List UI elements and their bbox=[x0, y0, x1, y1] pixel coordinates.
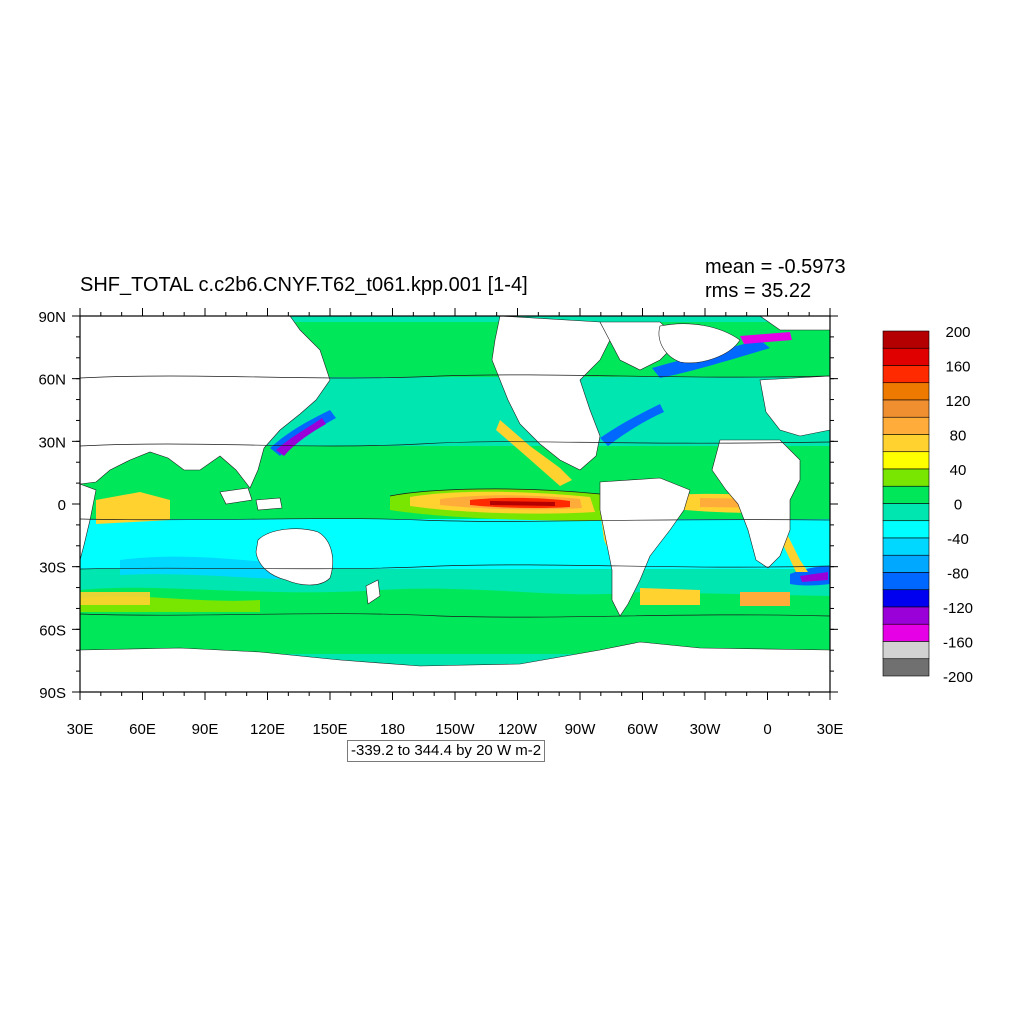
lat-label: 30N bbox=[38, 434, 66, 451]
colorbar-label: -80 bbox=[947, 566, 969, 583]
colorbar-swatch bbox=[882, 537, 930, 556]
colorbar-swatch bbox=[882, 382, 930, 401]
colorbar-swatch bbox=[882, 623, 930, 642]
colorbar-swatch bbox=[882, 554, 930, 573]
colorbar-label: 40 bbox=[950, 462, 967, 479]
lat-label: 90S bbox=[39, 685, 66, 702]
colorbar-swatch bbox=[882, 641, 930, 660]
colorbar-label: 80 bbox=[950, 428, 967, 445]
colorbar-swatch bbox=[882, 434, 930, 453]
colorbar-label: -160 bbox=[943, 635, 973, 652]
colorbar-label: 160 bbox=[945, 359, 970, 376]
colorbar-swatch bbox=[882, 520, 930, 539]
colorbar-swatch bbox=[882, 468, 930, 487]
plot-title: SHF_TOTAL c.c2b6.CNYF.T62_t061.kpp.001 [… bbox=[80, 274, 528, 296]
latitude-labels: 90N 60N 30N 0 30S 60S 90S bbox=[38, 309, 66, 702]
colorbar-swatch bbox=[882, 589, 930, 608]
colorbar-swatch bbox=[882, 451, 930, 470]
lon-label: 180 bbox=[380, 721, 405, 738]
lon-label: 0 bbox=[763, 721, 771, 738]
colorbar-swatch bbox=[882, 330, 930, 349]
colorbar-label: 200 bbox=[945, 324, 970, 341]
colorbar-label: -200 bbox=[943, 669, 973, 686]
lon-label: 120W bbox=[498, 721, 538, 738]
lat-label: 0 bbox=[58, 497, 66, 514]
colorbar-swatch bbox=[882, 658, 930, 677]
lon-label: 150E bbox=[312, 721, 347, 738]
lon-label: 120E bbox=[250, 721, 285, 738]
colorbar-swatch bbox=[882, 347, 930, 366]
lon-label: 60E bbox=[129, 721, 156, 738]
lat-label: 30S bbox=[39, 560, 66, 577]
colorbar-label: -40 bbox=[947, 531, 969, 548]
colorbar-swatch bbox=[882, 485, 930, 504]
heat-flux-field bbox=[80, 316, 830, 692]
mean-value: mean = -0.5973 bbox=[705, 256, 846, 278]
lat-label: 60N bbox=[38, 372, 66, 389]
lon-label: 150W bbox=[435, 721, 475, 738]
lat-label: 60S bbox=[39, 622, 66, 639]
colorbar-swatch bbox=[882, 606, 930, 625]
axis-ticks bbox=[72, 308, 838, 700]
colorbar-label: 0 bbox=[954, 497, 962, 514]
contour-range-label: -339.2 to 344.4 by 20 W m-2 bbox=[347, 740, 546, 762]
colorbar-swatch bbox=[882, 416, 930, 435]
colorbar-swatch bbox=[882, 503, 930, 522]
lon-label: 30W bbox=[690, 721, 722, 738]
lon-label: 30E bbox=[817, 721, 844, 738]
lat-label: 90N bbox=[38, 309, 66, 326]
lon-label: 30E bbox=[67, 721, 94, 738]
lon-label: 90E bbox=[192, 721, 219, 738]
colorbar-label: -120 bbox=[943, 600, 973, 617]
colorbar-swatch bbox=[882, 399, 930, 418]
colorbar-swatch bbox=[882, 572, 930, 591]
colorbar: 200 160 120 80 40 0 -40 -80 -120 -160 -200 bbox=[882, 324, 973, 686]
rms-value: rms = 35.22 bbox=[705, 280, 812, 302]
colorbar-swatch bbox=[882, 365, 930, 384]
longitude-labels: 30E 60E 90E 120E 150E 180 150W 120W 90W 60W 30W 0 30… bbox=[67, 721, 844, 738]
lon-label: 90W bbox=[565, 721, 597, 738]
colorbar-label: 120 bbox=[945, 393, 970, 410]
lon-label: 60W bbox=[627, 721, 659, 738]
